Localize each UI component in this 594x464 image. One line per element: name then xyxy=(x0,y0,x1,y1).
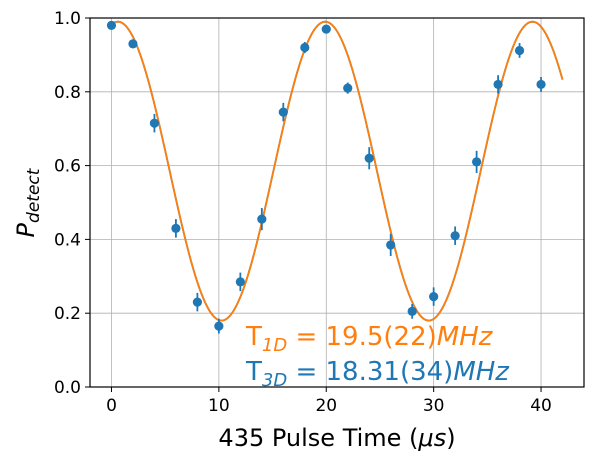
data-point xyxy=(235,277,245,287)
data-point xyxy=(450,231,460,241)
plot-area-frame xyxy=(89,17,585,388)
data-point xyxy=(321,24,331,34)
annotation-t1d: T1D = 19.5(22)MHz xyxy=(245,322,494,356)
annotation-t1d-eq: = 19.5(22) xyxy=(287,322,437,352)
data-point xyxy=(214,321,224,331)
x-tick-label: 20 xyxy=(315,396,337,416)
fit-curve-1d xyxy=(110,20,564,322)
y-tick-label: 0.0 xyxy=(54,378,81,398)
y-axis-label-sub: detect xyxy=(24,167,44,223)
data-point xyxy=(106,20,117,30)
data-point xyxy=(128,39,138,49)
y-tick-label: 1.0 xyxy=(54,9,81,29)
data-point xyxy=(493,79,503,90)
x-tick-label: 30 xyxy=(423,396,445,416)
data-point xyxy=(343,83,353,93)
annotation-t3d-sub: 3D xyxy=(262,370,287,391)
data-point xyxy=(257,214,267,224)
data-point xyxy=(514,45,525,56)
y-tick-label: 0.8 xyxy=(54,83,81,103)
y-tick-label: 0.6 xyxy=(54,157,81,177)
data-points xyxy=(106,20,546,334)
data-point xyxy=(536,79,546,90)
y-axis-label-main: P xyxy=(12,222,40,237)
y-axis-label: Pdetect xyxy=(12,167,44,237)
annotation-t3d-prefix: T xyxy=(245,357,262,387)
data-point xyxy=(171,223,181,233)
fit-curves xyxy=(110,20,564,322)
data-point xyxy=(300,42,310,53)
data-point xyxy=(472,157,482,167)
annotation-t1d-sub: 1D xyxy=(262,335,287,356)
data-point xyxy=(192,297,202,307)
x-axis-label-main: 435 Pulse Time ( xyxy=(218,424,418,452)
annotation-t3d-eq: = 18.31(34) xyxy=(287,357,453,387)
annotation-t3d: T3D = 18.31(34)MHz xyxy=(245,357,510,391)
x-tick-label: 40 xyxy=(530,396,552,416)
annotation-t3d-unit: MHz xyxy=(453,357,510,387)
axis-ticks: 0 10 20 30 40 0.0 0.2 0.4 0.6 0.8 1.0 xyxy=(54,9,552,416)
x-axis-label: 435 Pulse Time (μs) xyxy=(218,424,455,452)
annotation-t1d-prefix: T xyxy=(245,322,262,352)
data-point xyxy=(278,107,288,117)
x-tick-label: 0 xyxy=(106,396,117,416)
data-point xyxy=(364,153,374,163)
data-point xyxy=(407,306,417,316)
data-point xyxy=(429,291,439,302)
x-axis-label-unit: μs xyxy=(417,424,446,452)
y-tick-label: 0.2 xyxy=(54,304,81,324)
annotation-t1d-unit: MHz xyxy=(437,322,494,352)
x-tick-label: 10 xyxy=(208,396,230,416)
y-tick-label: 0.4 xyxy=(54,230,81,250)
data-point xyxy=(386,240,396,250)
data-point xyxy=(149,118,160,128)
x-axis-label-close: ) xyxy=(446,424,455,452)
